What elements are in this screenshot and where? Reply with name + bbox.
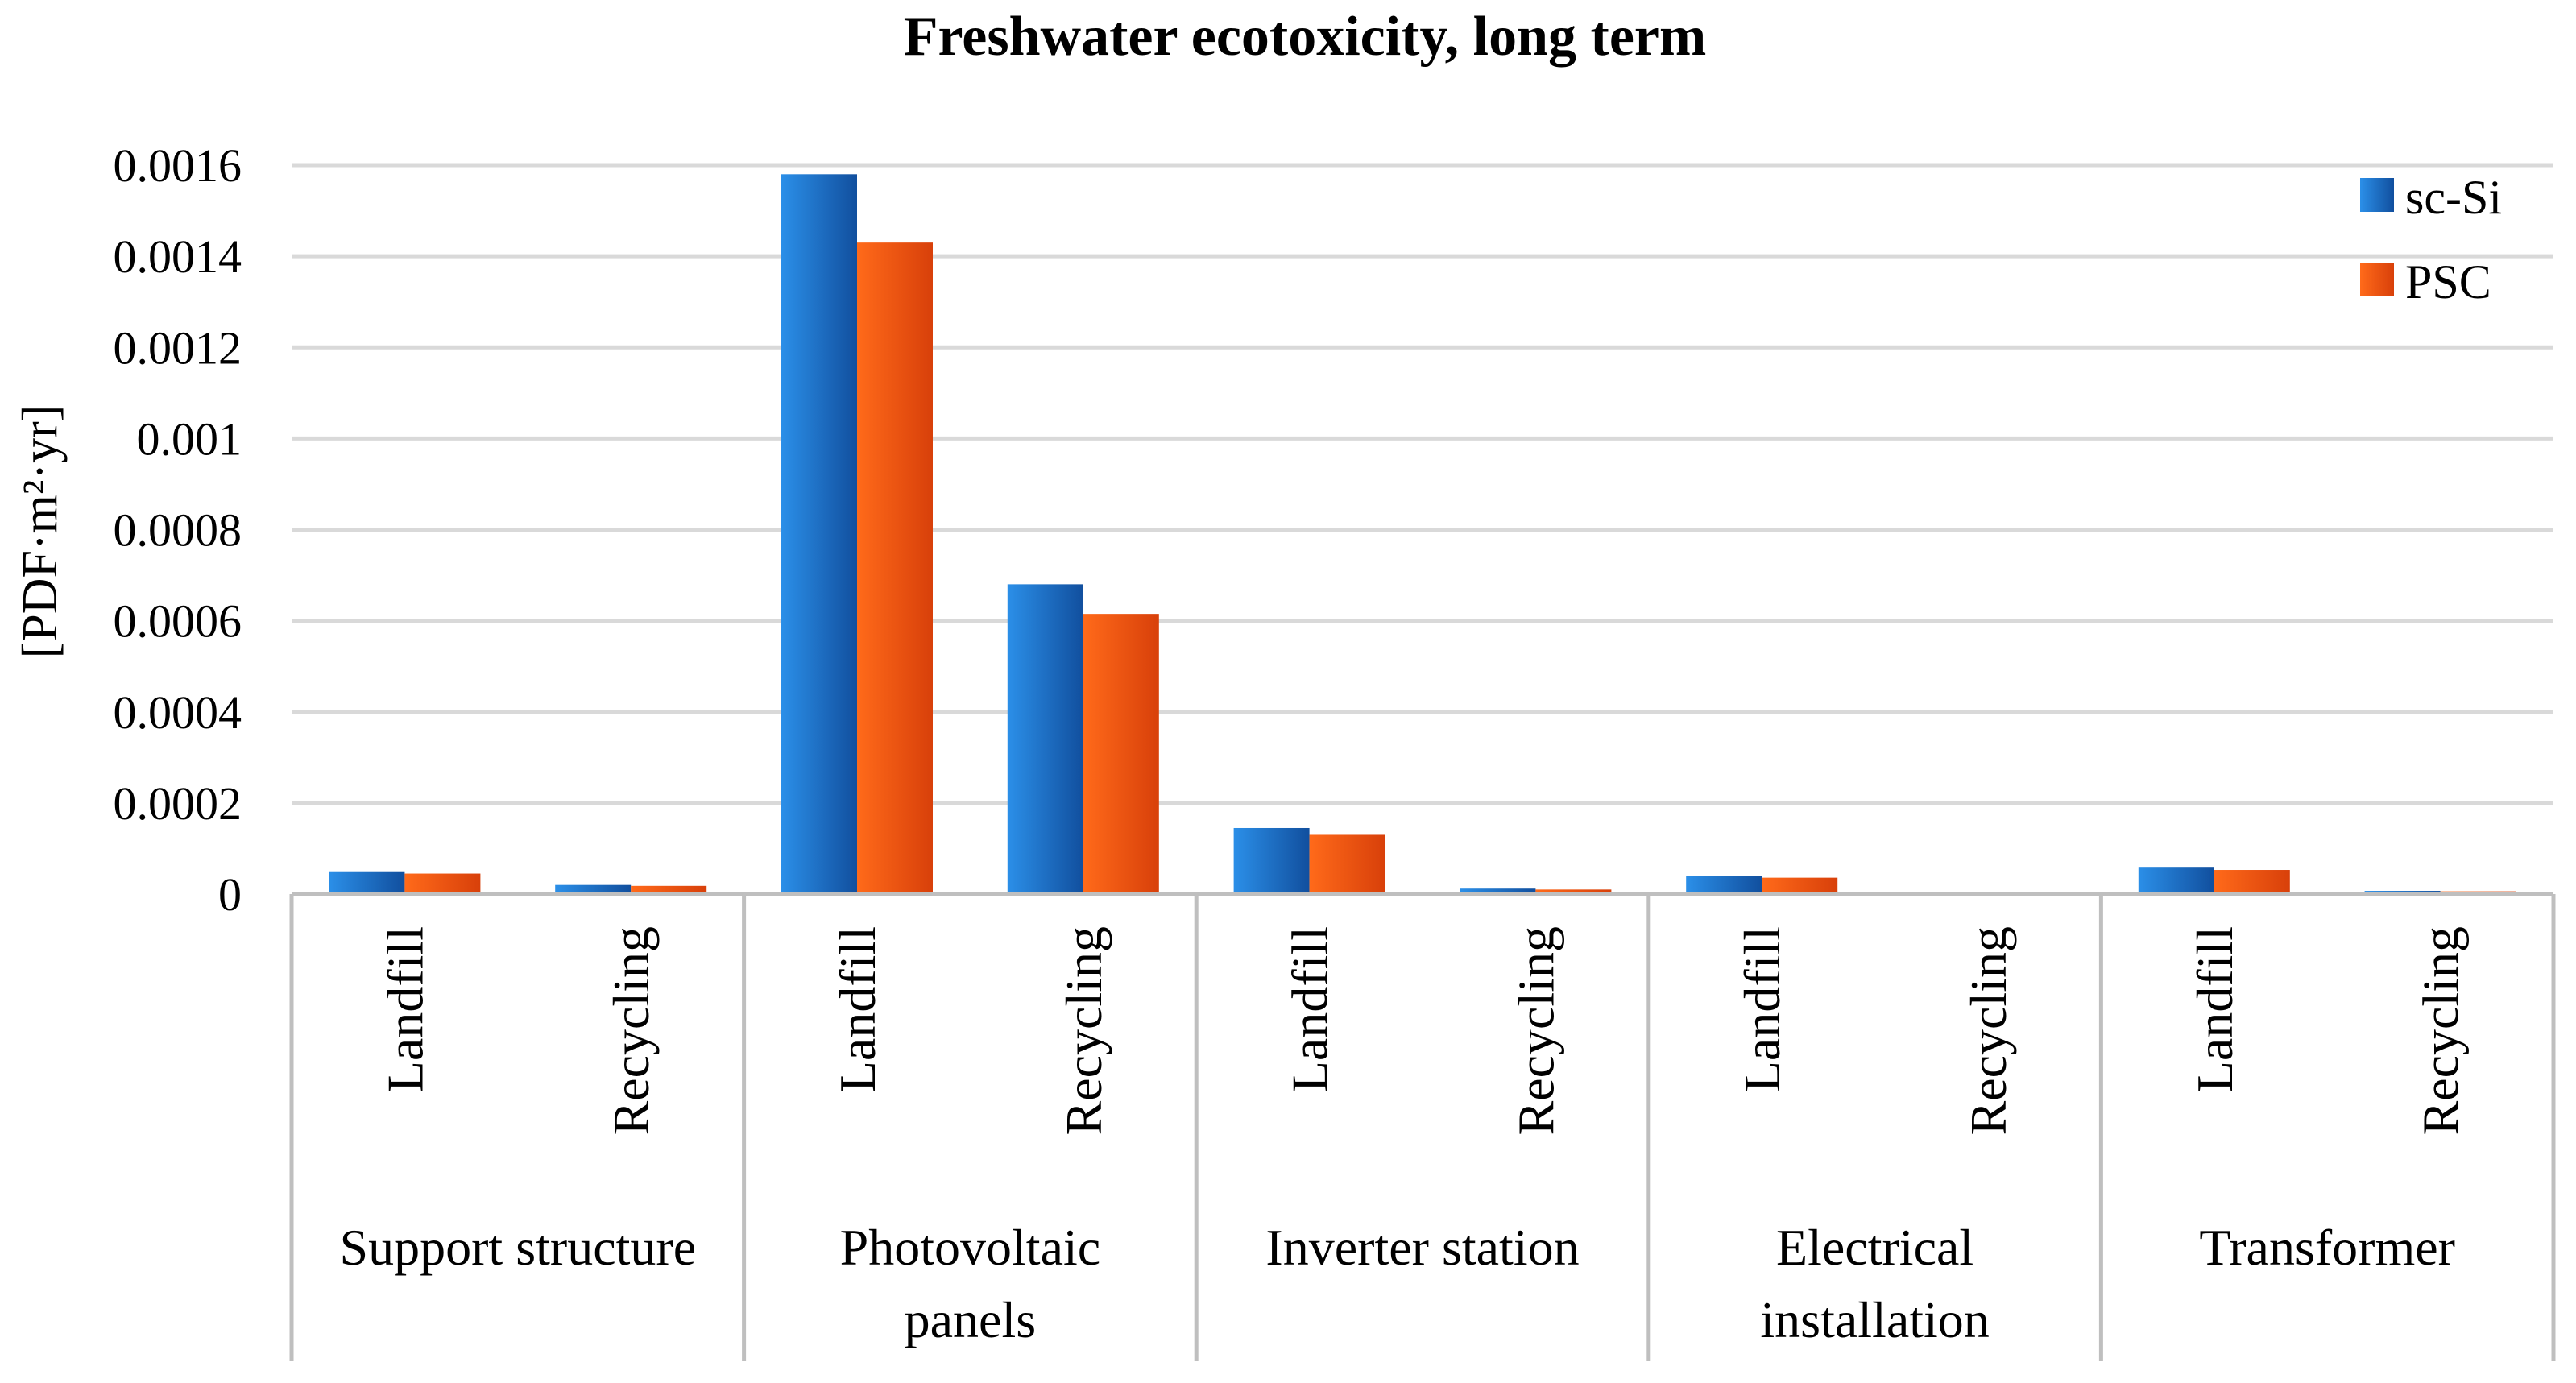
bar-sc-si-3 xyxy=(1007,584,1083,894)
bars xyxy=(329,174,2516,894)
x-group-label: panels xyxy=(905,1291,1037,1348)
bar-psc-4 xyxy=(1309,834,1385,894)
y-tick-label: 0.0016 xyxy=(114,139,242,192)
legend-label: sc-Si xyxy=(2405,171,2502,224)
bar-sc-si-6 xyxy=(1686,876,1762,894)
y-tick-label: 0 xyxy=(218,868,242,921)
y-tick-label: 0.0014 xyxy=(114,230,242,283)
chart-title: Freshwater ecotoxicity, long term xyxy=(904,6,1707,68)
x-category-label: Recycling xyxy=(1507,926,1564,1135)
x-axis xyxy=(289,892,2556,1361)
bar-sc-si-2 xyxy=(781,174,857,894)
gridlines xyxy=(292,163,2553,805)
y-tick-label: 0.0012 xyxy=(114,321,242,374)
bar-psc-8 xyxy=(2214,870,2290,894)
x-group-label: Photovoltaic xyxy=(840,1219,1101,1276)
y-tick-label: 0.0008 xyxy=(114,504,242,557)
bar-sc-si-1 xyxy=(555,884,632,894)
bar-psc-0 xyxy=(404,873,481,894)
bar-psc-2 xyxy=(857,242,933,894)
y-tick-label: 0.0004 xyxy=(114,686,242,739)
x-group-label: installation xyxy=(1760,1291,1989,1348)
x-category-label: Landfill xyxy=(1733,926,1791,1092)
x-category-label: Recycling xyxy=(2412,926,2470,1135)
bar-sc-si-4 xyxy=(1233,827,1310,894)
bar-psc-5 xyxy=(1535,889,1612,894)
y-axis-label: [PDF·m²·yr] xyxy=(13,405,68,659)
x-category-label: Landfill xyxy=(829,926,886,1092)
x-group-label: Inverter station xyxy=(1265,1219,1579,1276)
x-category-label: Landfill xyxy=(376,926,433,1092)
x-category-label: Recycling xyxy=(1960,926,2017,1135)
x-axis-category-labels: Landfill Recycling Landfill Recycling Landfi… xyxy=(376,926,2469,1135)
bar-psc-3 xyxy=(1083,614,1159,894)
x-group-label: Transformer xyxy=(2199,1219,2455,1276)
legend: sc-Si PSC xyxy=(2360,171,2502,308)
legend-swatch xyxy=(2360,263,2394,296)
x-axis-group-labels: Support structure Photovoltaic panels Inver… xyxy=(340,1219,2455,1348)
x-category-label: Landfill xyxy=(1282,926,1339,1092)
x-category-label: Landfill xyxy=(2186,926,2243,1092)
bar-sc-si-8 xyxy=(2138,867,2214,894)
bar-psc-6 xyxy=(1762,877,1838,894)
x-category-label: Recycling xyxy=(603,926,660,1135)
y-tick-label: 0.0006 xyxy=(114,595,242,648)
y-axis-ticks: 0 0.0002 0.0004 0.0006 0.0008 0.001 0.0012 0.00… xyxy=(114,139,242,921)
bar-psc-1 xyxy=(631,885,707,894)
legend-swatch xyxy=(2360,178,2394,212)
bar-sc-si-5 xyxy=(1460,888,1536,894)
y-tick-label: 0.0002 xyxy=(114,777,242,830)
x-category-label: Recycling xyxy=(1055,926,1112,1135)
x-group-label: Support structure xyxy=(340,1219,697,1276)
legend-label: PSC xyxy=(2405,255,2491,308)
bar-sc-si-0 xyxy=(329,871,405,894)
x-group-label: Electrical xyxy=(1776,1219,1973,1276)
y-tick-label: 0.001 xyxy=(137,412,242,465)
